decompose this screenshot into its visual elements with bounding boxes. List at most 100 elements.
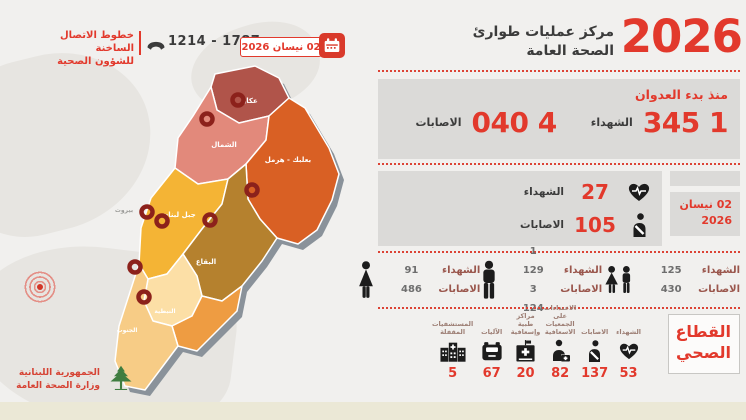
injuries-stat: 4 040 الاصابات — [415, 106, 558, 139]
region-southeast — [171, 285, 243, 352]
lebanon-map: عكار الشمال بعلبك - هرمل جبل لبنان البقا… — [103, 60, 348, 405]
demographics-group-women: الشهداء الاصابات 91 486 — [356, 259, 480, 301]
health-item-value: 53 — [619, 366, 638, 381]
date-badge: 02 نيسان 2026 — [240, 37, 322, 57]
martyrs-stat: 1 345 الشهداء — [590, 106, 729, 139]
daily-panel: 27 الشهداء 105 الاصابات — [378, 171, 662, 246]
health-item-label: المستشفيات المقفلة — [431, 319, 474, 336]
daily-injuries-label: الاصابات — [520, 218, 564, 231]
hotline-label-line2: للشؤون الصحية — [57, 56, 134, 67]
map-label-akkar: عكار — [241, 97, 258, 105]
martyrs-value: 91 — [404, 265, 419, 276]
demographics-labels: الشهداء الاصابات — [560, 261, 602, 299]
health-item-label: الآليات — [481, 327, 503, 336]
injuries-value: 486 — [400, 284, 422, 295]
lebanon-map-svg: عكار الشمال بعلبك - هرمل جبل لبنان البقا… — [114, 65, 344, 396]
page-title: مركز عمليات طوارئ الصحة العامة — [466, 23, 614, 61]
map-label-nabatieh: النبطية — [154, 308, 175, 315]
demographics-row: الشهداء الاصابات 125 430 — [359, 246, 740, 314]
dotted-divider — [378, 70, 740, 72]
injured-person-icon — [626, 213, 652, 237]
hotline-label: خطوط الاتصال الساخنة للشؤون الصحية — [50, 29, 134, 68]
hotline-label-line1: خطوط الاتصال الساخنة — [60, 30, 134, 54]
martyrs-value: 125 — [660, 265, 682, 276]
medical-center-icon — [515, 338, 536, 364]
martyrs-value: 1 129 — [522, 246, 544, 276]
hospital-icon — [440, 338, 466, 364]
martyrs-label: الشهداء — [563, 265, 603, 276]
health-item-value: 82 — [551, 366, 570, 381]
hotline-divider — [139, 31, 141, 55]
children-icon — [602, 265, 636, 295]
heart-pulse-icon — [618, 338, 640, 364]
since-start-panel: منذ بدء العدوان 1 345 الشهداء 4 040 الاص… — [378, 79, 740, 159]
daily-date-line1: 02 نيسان — [679, 198, 732, 211]
dotted-divider — [378, 163, 740, 165]
year-title: 2026 — [620, 10, 743, 63]
map-label-baalbek-hermel: بعلبك - هرمل — [265, 156, 312, 164]
daily-date-box: 02 نيسان 2026 — [670, 192, 740, 236]
phone-icon — [146, 36, 166, 55]
strike-pulse-rings — [22, 269, 58, 305]
ambulance-icon — [481, 338, 503, 364]
injuries-label: الاصابات — [415, 116, 462, 129]
health-item-label: الشهداء — [616, 327, 641, 336]
demographics-group-children: الشهداء الاصابات 125 430 — [602, 261, 740, 299]
paramedic-icon — [548, 338, 572, 364]
strike-pulse-dot — [37, 284, 43, 290]
ministry-name-line1: الجمهورية اللبنانية — [18, 367, 100, 378]
health-item-martyrs: الشهداء 53 — [613, 315, 644, 381]
dotted-divider — [378, 251, 740, 253]
martyrs-value: 1 345 — [642, 106, 729, 139]
martyrs-label: الشهداء — [442, 265, 481, 276]
health-sector-title: القطاع الصحي — [668, 314, 740, 374]
health-sector-title-line2: الصحي — [676, 342, 731, 362]
injuries-value: 4 040 — [471, 106, 558, 139]
health-item-label: الاصابات — [581, 327, 609, 336]
health-item-label: مراكز طبية وإسعافية — [510, 311, 541, 336]
attack-marker — [199, 111, 215, 127]
page-title-line1: مركز عمليات طوارئ — [472, 24, 614, 40]
cedar-icon — [107, 364, 135, 396]
map-label-bekaa: البقاع — [196, 258, 216, 266]
daily-martyrs-label: الشهداء — [523, 186, 564, 199]
demographics-values: 91 486 — [396, 261, 426, 299]
attack-marker — [230, 92, 246, 108]
daily-date-line2: 2026 — [701, 213, 732, 227]
health-item-attacks: الاعتداءات على الجمعيات الاسعافية 82 — [544, 304, 576, 382]
map-label-mount-lebanon: جبل لبنان — [162, 211, 196, 219]
martyrs-label: الشهداء — [701, 265, 740, 276]
martyrs-label: الشهداء — [590, 116, 633, 129]
dotted-divider — [378, 307, 740, 309]
hotline-numbers: 1214 - 1787 — [168, 34, 261, 49]
since-start-title: منذ بدء العدوان — [634, 87, 728, 102]
ministry-name: الجمهورية اللبنانية وزارة الصحة العامة — [14, 367, 100, 394]
health-item-medical-centers: مراكز طبية وإسعافية 20 — [510, 311, 541, 381]
attack-marker — [136, 289, 152, 305]
bottom-strip — [0, 402, 746, 420]
health-item-vehicles: الآليات 67 — [476, 315, 507, 381]
daily-injuries-row: 105 الاصابات — [388, 213, 652, 237]
attack-marker — [202, 212, 218, 228]
health-item-value: 20 — [516, 366, 535, 381]
injuries-label: الاصابات — [698, 284, 740, 295]
since-start-stats: 1 345 الشهداء 4 040 الاصابات — [390, 106, 728, 139]
ministry-logo: الجمهورية اللبنانية وزارة الصحة العامة — [14, 364, 135, 396]
health-sector-title-line1: القطاع — [675, 322, 731, 341]
attack-marker — [244, 182, 260, 198]
daily-martyrs-value: 27 — [581, 180, 609, 205]
attack-marker — [154, 213, 170, 229]
health-item-value: 137 — [581, 366, 609, 381]
ministry-name-line2: وزارة الصحة العامة — [16, 381, 100, 391]
demographics-values: 125 430 — [656, 261, 686, 299]
man-icon — [480, 259, 498, 301]
injuries-label: الاصابات — [438, 284, 481, 295]
page-title-line2: الصحة العامة — [526, 42, 614, 59]
daily-injuries-value: 105 — [574, 212, 616, 237]
attack-marker — [139, 204, 155, 220]
attack-marker — [127, 259, 143, 275]
map-label-north: الشمال — [211, 141, 237, 149]
demographics-labels: الشهداء الاصابات — [698, 261, 740, 299]
injuries-value: 430 — [660, 284, 682, 295]
